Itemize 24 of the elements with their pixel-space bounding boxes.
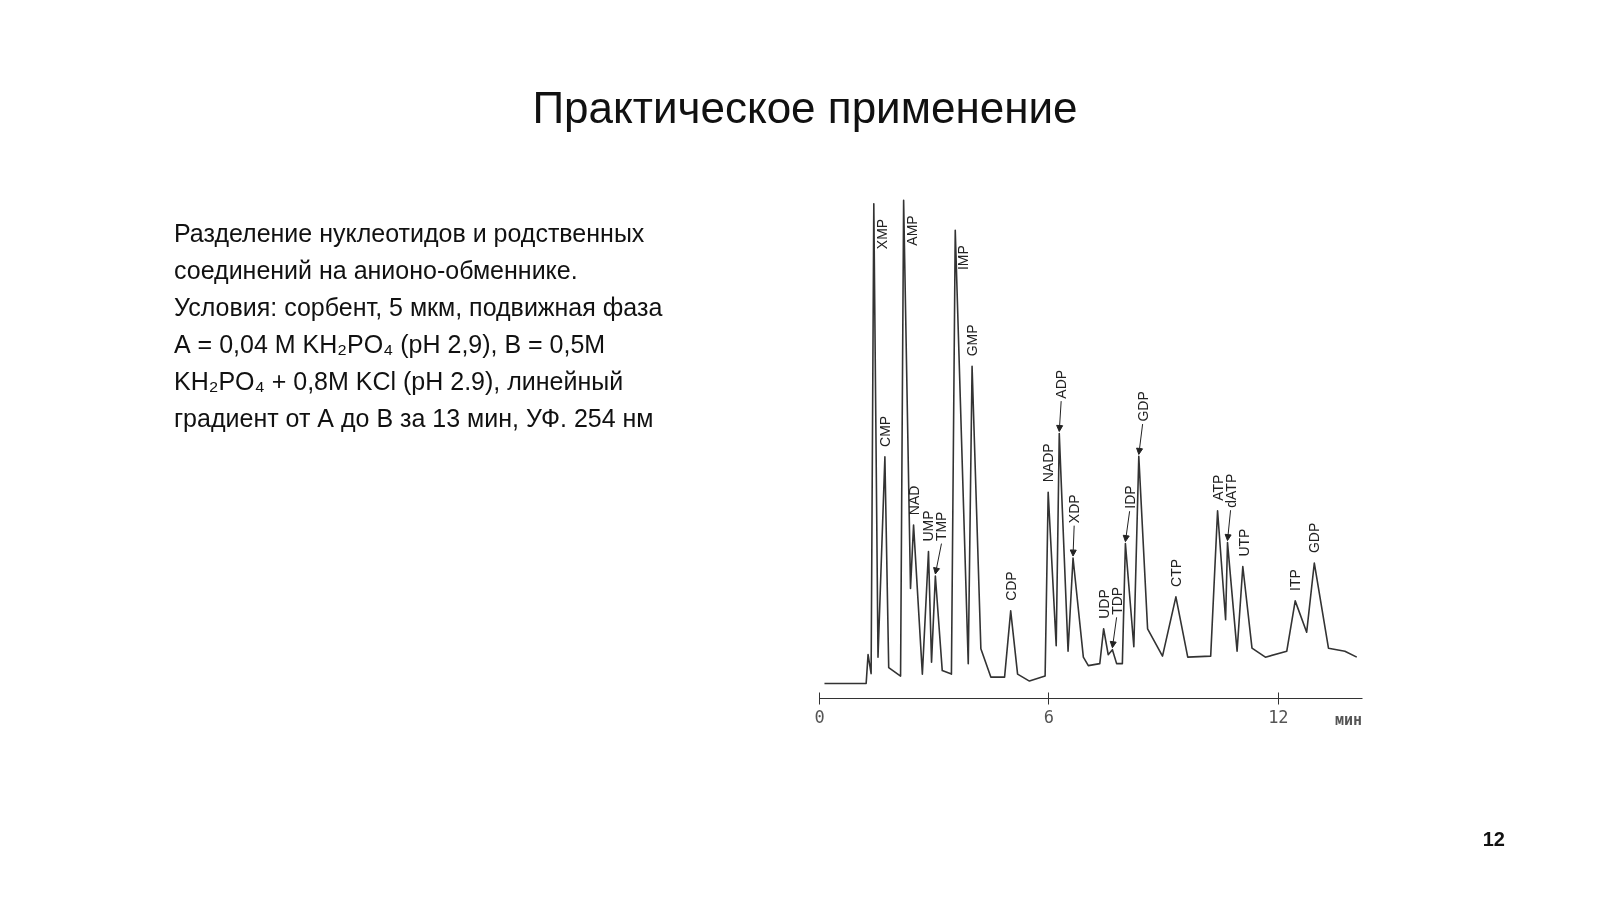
annotation: AMP	[903, 215, 920, 246]
annotation: CTP	[1167, 558, 1184, 587]
x-tick-label: 6	[1043, 706, 1055, 727]
annotation: NADP	[1040, 443, 1057, 483]
x-tick-label: 12	[1268, 706, 1289, 727]
annotation: CDP	[1002, 571, 1019, 601]
text: 12	[1482, 827, 1505, 852]
annotation: CMP	[876, 415, 893, 447]
text: Условия: сорбент, 5 мкм, подвижная фаза А = 0,04 М KH₂PO₄ (pH 2,9), В = 0,5М KH₂PO₄ + 0,8М KCl (pH 2.9), линейный градиент от А до В за 13 мин, УФ. 254 нм	[174, 292, 664, 434]
annotation: ITP	[1287, 569, 1304, 591]
annotation: XMP	[873, 218, 890, 250]
x-axis-title: мин	[1334, 710, 1362, 731]
annotation: UTP	[1235, 528, 1252, 557]
annotation: GMP	[964, 324, 981, 357]
annotation: IMP	[955, 245, 972, 271]
annotation: ADP	[1053, 369, 1070, 399]
annotation: IDP	[1121, 485, 1138, 509]
annotation: XDP	[1066, 494, 1083, 524]
annotation: NAD	[905, 485, 922, 516]
annotation: GDP	[1134, 391, 1151, 422]
annotation: GDP	[1306, 522, 1323, 554]
chart-title: Практическое применение	[532, 82, 1078, 134]
x-tick-label: 0	[814, 706, 825, 727]
text: Разделение нуклеотидов и родственных соединений на анионо-обменнике.	[174, 218, 646, 286]
